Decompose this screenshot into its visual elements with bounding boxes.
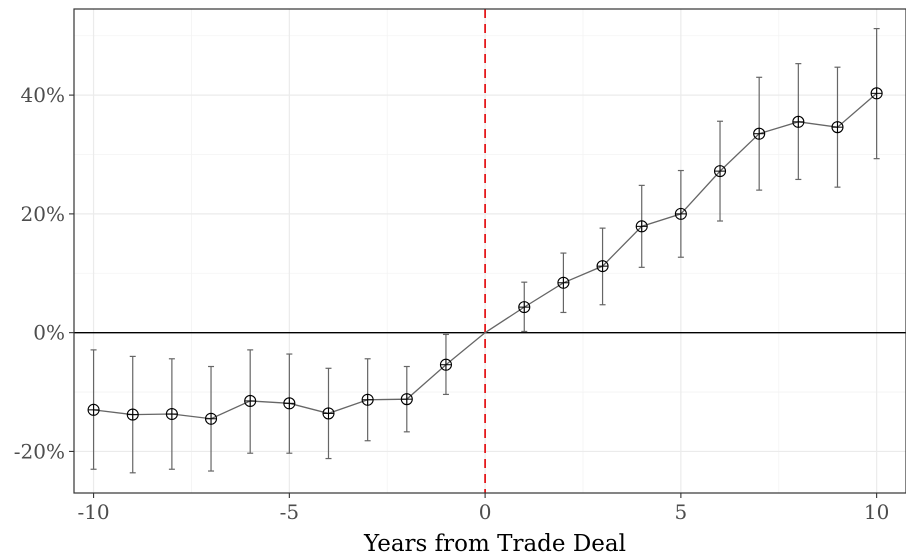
data-point <box>400 393 413 406</box>
data-point <box>674 207 687 220</box>
data-point <box>753 127 766 140</box>
data-point <box>635 220 648 233</box>
y-tick-label: -20% <box>14 439 65 463</box>
data-points <box>87 87 883 425</box>
x-axis-title: Years from Trade Deal <box>363 531 626 557</box>
x-tick-label: 0 <box>479 500 492 524</box>
reference-lines <box>74 9 906 493</box>
panel-background <box>74 9 906 493</box>
series-line <box>93 92 878 420</box>
data-point <box>713 165 727 178</box>
data-point <box>322 407 335 420</box>
data-point <box>518 301 531 314</box>
x-tick-label: -5 <box>280 500 299 524</box>
series-line-group <box>93 92 878 420</box>
data-point <box>439 358 453 371</box>
data-point <box>792 115 805 128</box>
x-axis: -10 -5 0 5 10 <box>77 493 889 524</box>
x-tick-label: 5 <box>675 500 688 524</box>
data-point <box>244 394 257 408</box>
data-point <box>87 403 100 416</box>
data-point <box>361 393 374 406</box>
data-point <box>596 260 609 273</box>
data-point <box>557 276 570 289</box>
data-point <box>165 407 178 421</box>
y-tick-label: 40% <box>21 83 65 107</box>
data-point <box>831 121 844 134</box>
data-point <box>126 408 139 421</box>
grid-minor <box>74 9 906 493</box>
y-tick-label: 0% <box>33 321 65 345</box>
y-axis: -20% 0% 20% 40% <box>14 83 74 463</box>
panel-border <box>73 8 906 494</box>
data-point <box>283 397 296 410</box>
data-point <box>204 412 218 425</box>
x-tick-label: -10 <box>77 500 109 524</box>
data-point <box>870 87 883 100</box>
y-tick-label: 20% <box>21 202 65 226</box>
x-tick-label: 10 <box>864 500 889 524</box>
